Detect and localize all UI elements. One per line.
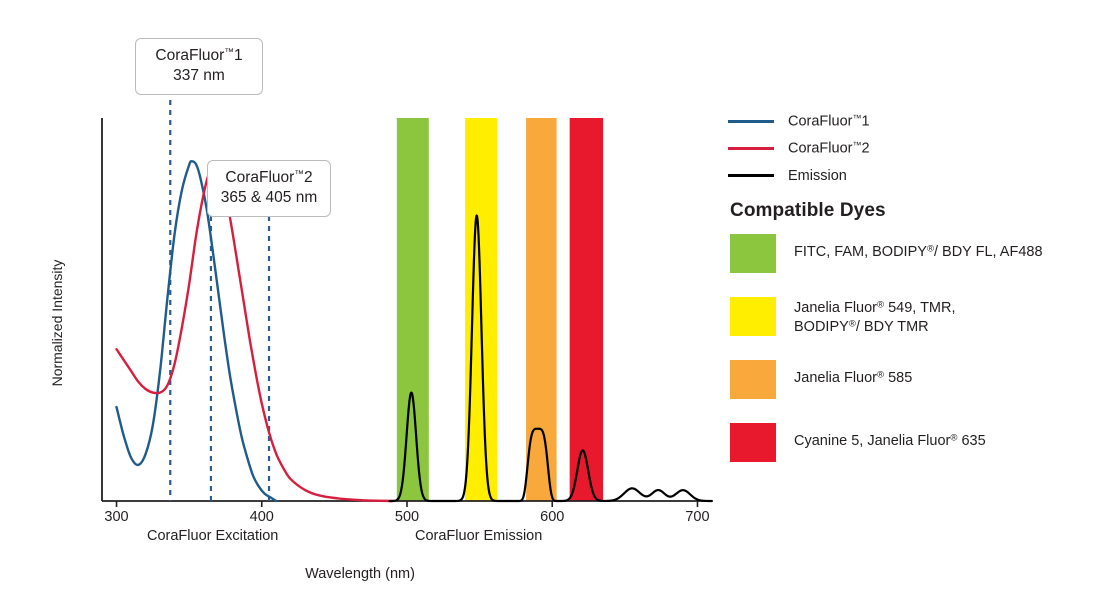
dye-label: Janelia Fluor® 549, TMR, BODIPY®/ BDY TMR [794,297,956,337]
curve-emission [388,214,713,503]
callout-2-line-2: 365 & 405 nm [220,188,318,206]
legend-label-main: CoraFluor [788,113,853,130]
registered-symbol: ® [926,243,934,255]
legend-label-main: Emission [788,167,847,184]
legend-label: CoraFluor™2 [788,140,870,157]
trademark-symbol: ™ [224,47,234,59]
x-tick-label-700: 700 [685,509,710,525]
legend-row-0: CoraFluor™1 [728,108,1108,135]
registered-symbol: ® [877,369,885,381]
dye-text: FITC, FAM, BODIPY [794,244,927,260]
dye-text: Janelia Fluor [794,370,878,386]
dye-text: BODIPY [794,319,849,336]
dye-row-3: Cyanine 5, Janelia Fluor® 635 [730,423,1110,486]
emission-band-group [396,118,604,501]
compatible-dyes-list: FITC, FAM, BODIPY®/ BDY FL, AF488 Janelia… [730,234,1110,486]
dye-text: 585 [884,370,913,386]
trademark-symbol: ™ [294,169,304,181]
dye-color-swatch [730,297,776,336]
excitation-marker-group [169,100,271,501]
registered-symbol: ® [950,432,958,444]
callout-1-line-1: CoraFluor™1 [155,47,243,64]
x-axis-title: Wavelength (nm) [305,566,415,582]
dye-text: Cyanine 5, Janelia Fluor [794,433,951,449]
x-tick-label-500: 500 [394,509,420,525]
dye-color-swatch [730,234,776,273]
compatible-dyes-heading: Compatible Dyes [730,200,886,221]
dye-color-swatch [730,423,776,462]
legend-row-1: CoraFluor™2 [728,135,1108,162]
dye-label: Janelia Fluor® 585 [794,360,912,388]
callout-2-line-1: CoraFluor™2 [225,169,313,186]
dye-label-line-1: FITC, FAM, BODIPY®/ BDY FL, AF488 [794,243,1043,262]
legend-line-swatch [728,147,774,150]
dye-label-line-2: BODIPY®/ BDY TMR [794,318,956,337]
legend-label: CoraFluor™1 [788,113,870,130]
spectrum-plot-svg [101,100,713,507]
green-band [396,118,429,501]
dye-text: Janelia Fluor [794,300,878,316]
dye-label-line-1: Cyanine 5, Janelia Fluor® 635 [794,432,986,451]
y-axis-title: Normalized Intensity [49,259,65,387]
series-legend: CoraFluor™1 CoraFluor™2 Emission [728,108,1108,189]
dye-text: / BDY FL, AF488 [933,244,1043,260]
x-tick-marks [115,501,699,507]
legend-label-suffix: 1 [861,113,870,130]
legend-line-swatch [728,174,774,177]
dye-row-2: Janelia Fluor® 585 [730,360,1110,423]
legend-line-swatch [728,120,774,123]
callout-1-line-2: 337 nm [173,66,225,84]
x-tick-label-600: 600 [540,509,565,525]
dye-label-line-1: Janelia Fluor® 549, TMR, [794,299,956,318]
legend-label-main: CoraFluor [788,140,853,157]
legend-label: Emission [788,168,847,184]
dye-label: FITC, FAM, BODIPY®/ BDY FL, AF488 [794,234,1043,262]
dye-label: Cyanine 5, Janelia Fluor® 635 [794,423,986,451]
curve-corafluor2 [115,166,394,503]
registered-symbol: ® [848,318,856,330]
legend-row-2: Emission [728,162,1108,189]
x-tick-label-300: 300 [104,509,129,525]
annotation-callout-corafluor1: CoraFluor™1 337 nm [135,38,263,95]
axis-sublabel-emission: CoraFluor Emission [415,528,543,544]
dye-color-swatch [730,360,776,399]
plot-area: CoraFluor™1 337 nm CoraFluor™2 365 & 405… [49,38,713,582]
dye-text: 549, TMR, [884,300,956,316]
trademark-symbol: ™ [852,140,862,151]
right-panel: CoraFluor™1 CoraFluor™2 Emission Compatibl… [725,0,1110,612]
dye-text: 635 [957,433,986,449]
dye-label-line-1: Janelia Fluor® 585 [794,369,912,388]
x-tick-label-400: 400 [249,509,274,525]
dye-text: / BDY TMR [855,319,929,336]
dye-row-0: FITC, FAM, BODIPY®/ BDY FL, AF488 [730,234,1110,297]
axis-sublabel-excitation: CoraFluor Excitation [147,528,279,544]
dye-row-1: Janelia Fluor® 549, TMR, BODIPY®/ BDY TMR [730,297,1110,360]
registered-symbol: ® [877,299,885,311]
legend-label-suffix: 2 [861,140,870,157]
annotation-callout-corafluor2: CoraFluor™2 365 & 405 nm [207,160,331,217]
trademark-symbol: ™ [852,113,862,124]
red-band [569,118,604,501]
curve-corafluor1 [115,160,278,503]
